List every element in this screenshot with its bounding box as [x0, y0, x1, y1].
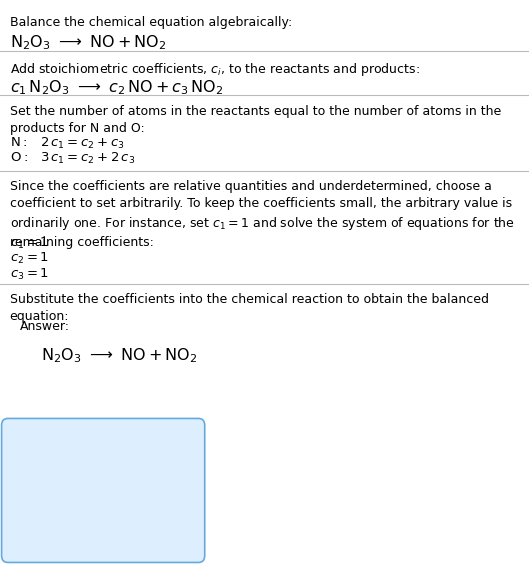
Text: $\mathrm{N{:}}$: $\mathrm{N{:}}$	[10, 136, 27, 149]
Text: $c_1\,\mathrm{N_2O_3}\ \longrightarrow\ c_2\,\mathrm{NO} + c_3\,\mathrm{NO_2}$: $c_1\,\mathrm{N_2O_3}\ \longrightarrow\ …	[10, 78, 223, 97]
Text: $\mathrm{N_2O_3}\ \longrightarrow\ \mathrm{NO + NO_2}$: $\mathrm{N_2O_3}\ \longrightarrow\ \math…	[41, 346, 198, 365]
Text: $3\,c_1 = c_2 + 2\,c_3$: $3\,c_1 = c_2 + 2\,c_3$	[40, 151, 135, 167]
Text: $c_2 = 1$: $c_2 = 1$	[10, 251, 49, 266]
Text: $\mathrm{O{:}}$: $\mathrm{O{:}}$	[10, 151, 28, 164]
Text: $c_1 = 1$: $c_1 = 1$	[10, 236, 49, 251]
Text: Add stoichiometric coefficients, $c_i$, to the reactants and products:: Add stoichiometric coefficients, $c_i$, …	[10, 61, 419, 78]
Text: Set the number of atoms in the reactants equal to the number of atoms in the
pro: Set the number of atoms in the reactants…	[10, 105, 501, 135]
Text: Substitute the coefficients into the chemical reaction to obtain the balanced
eq: Substitute the coefficients into the che…	[10, 293, 488, 323]
Text: Since the coefficients are relative quantities and underdetermined, choose a
coe: Since the coefficients are relative quan…	[10, 180, 515, 249]
Text: Answer:: Answer:	[20, 320, 70, 333]
FancyBboxPatch shape	[2, 418, 205, 562]
Text: $c_3 = 1$: $c_3 = 1$	[10, 266, 49, 282]
Text: Balance the chemical equation algebraically:: Balance the chemical equation algebraica…	[10, 16, 292, 29]
Text: $2\,c_1 = c_2 + c_3$: $2\,c_1 = c_2 + c_3$	[40, 136, 125, 151]
Text: $\mathrm{N_2O_3}\ \longrightarrow\ \mathrm{NO + NO_2}$: $\mathrm{N_2O_3}\ \longrightarrow\ \math…	[10, 33, 166, 52]
